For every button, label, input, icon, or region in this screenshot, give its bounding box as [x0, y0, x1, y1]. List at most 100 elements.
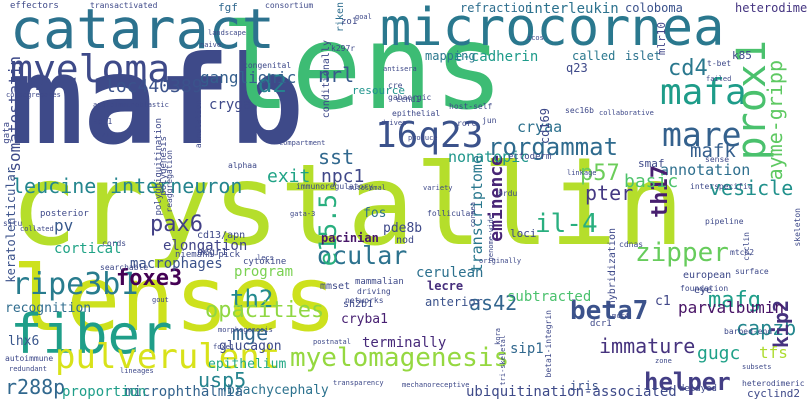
cloud-word: barbed-end [724, 327, 773, 336]
cloud-word: produce [408, 134, 438, 142]
cloud-word: program [234, 264, 294, 280]
cloud-word: networks [345, 296, 384, 305]
cloud-word: loci [510, 227, 537, 240]
cloud-word: gugc [697, 343, 741, 364]
cloud-word: cryga [209, 97, 252, 113]
cloud-word: alphaa [228, 161, 257, 170]
cloud-word: gout [152, 296, 169, 304]
cloud-word: sst [318, 145, 355, 169]
cloud-word: sec16b [565, 106, 594, 115]
cloud-word: cyclind2 [747, 387, 800, 400]
cloud-word: fos [363, 206, 387, 221]
cloud-word: pde8b [383, 221, 423, 236]
cloud-word: gata-3 [290, 210, 316, 218]
cloud-word: pulverulent [55, 337, 281, 377]
cloud-word: skeleton [793, 208, 802, 247]
cloud-word: foundation [680, 284, 729, 293]
cloud-word: mammalian [355, 277, 404, 287]
cloud-word: transactivated [90, 1, 158, 10]
cloud-word: b-zip [93, 131, 115, 139]
cloud-word: lens [220, 0, 505, 136]
cloud-word: microcornea [380, 0, 725, 58]
cloud-word: myeloma [10, 47, 171, 91]
cloud-word: helper [644, 368, 731, 396]
cloud-word: vesicle [709, 176, 794, 200]
cloud-word: lineages [120, 367, 154, 375]
cloud-word: capzb [736, 316, 797, 340]
cloud-word: mge [232, 321, 269, 345]
cloud-word: k297r [331, 44, 356, 53]
cloud-word: c1 [655, 294, 671, 309]
cloud-word: epithelium [208, 357, 287, 372]
cloud-word: interleukin [526, 1, 619, 17]
cloud-word: sh2b1 [343, 299, 374, 310]
cloud-word: k85 [732, 49, 752, 62]
cloud-word: ayme-gripp [763, 60, 787, 181]
cloud-word: recognition [5, 301, 92, 316]
cloud-word: pter [585, 181, 634, 205]
cloud-word: th2 [230, 285, 274, 313]
cloud-word: gata [2, 122, 12, 144]
cloud-word: driven [381, 119, 407, 127]
cloud-word: mlr10 [655, 22, 668, 56]
cloud-word: mafa [660, 72, 747, 113]
cloud-word: cataract [10, 0, 275, 61]
cloud-word: congenital [243, 61, 292, 70]
cloud-word: beta7 [570, 296, 649, 326]
cloud-word: anterior [425, 295, 483, 309]
cloud-word: niemann-pick [175, 250, 241, 260]
cloud-word: cytokine [243, 257, 287, 267]
cloud-word: proportion [62, 384, 147, 400]
cloud-word: interneuron [110, 174, 243, 198]
cloud-word: nod [396, 235, 415, 246]
cloud-word: cryba1 [341, 312, 388, 327]
cloud-word: zipper [635, 238, 729, 268]
cloud-word: host-self [449, 102, 493, 111]
cloud-word: redundant [9, 365, 47, 373]
cloud-word: crystallin [10, 141, 685, 271]
cloud-word: collaborative [599, 109, 654, 117]
cloud-word: mafk [690, 140, 736, 162]
cloud-word: mare [662, 115, 742, 154]
cloud-word: immature [599, 334, 696, 358]
cloud-word: mtch2 [730, 248, 755, 257]
cloud-word: zone [655, 357, 672, 365]
cloud-word: fiber [10, 303, 173, 366]
cloud-word: tri-skeletal [499, 335, 507, 386]
cloud-word: cerulean [416, 265, 484, 281]
cloud-word: cd169 [538, 108, 552, 145]
cloud-word: coloboma [625, 1, 683, 15]
cloud-word: elongation [163, 238, 248, 254]
cloud-word: reaggregation [165, 150, 174, 213]
cloud-word: smaf [638, 157, 665, 170]
cloud-word: annulation [194, 100, 203, 149]
cloud-word: icos [527, 34, 544, 42]
cloud-word: mcr4 [612, 312, 629, 320]
cloud-word: rorgammat [488, 133, 619, 161]
cloud-word: co-segregates [6, 91, 61, 99]
cloud-word: mafb [10, 30, 304, 172]
cloud-word: e-cadherin [454, 49, 539, 65]
cloud-word: cre [388, 81, 403, 90]
cloud-word: genome-wide [487, 215, 495, 262]
cloud-word: linkage [567, 169, 597, 177]
cloud-word: searchable [100, 263, 149, 272]
cloud-word: loc440389 [105, 76, 203, 97]
cloud-word: effectors [10, 1, 59, 11]
cloud-word: exit [267, 166, 311, 187]
cloud-word: failed [706, 75, 732, 83]
cloud-word: il-4 [535, 209, 598, 239]
cloud-word: ocular [317, 241, 408, 270]
cloud-word: pipeline [705, 217, 744, 226]
cloud-word: nrl [318, 63, 355, 87]
cloud-word: d2 [258, 70, 287, 98]
cloud-word: glucagon [219, 339, 282, 354]
cloud-word: as42 [469, 291, 518, 315]
cloud-word: ubiquitination-associated [466, 384, 677, 400]
cloud-word: cornea [469, 202, 477, 228]
cloud-word: originally [479, 257, 522, 265]
cloud-word: brachycephaly [227, 383, 329, 398]
cloud-word: ccnd1 [396, 95, 421, 104]
cloud-word: landscape [208, 29, 246, 37]
cloud-word: jun [482, 116, 497, 125]
